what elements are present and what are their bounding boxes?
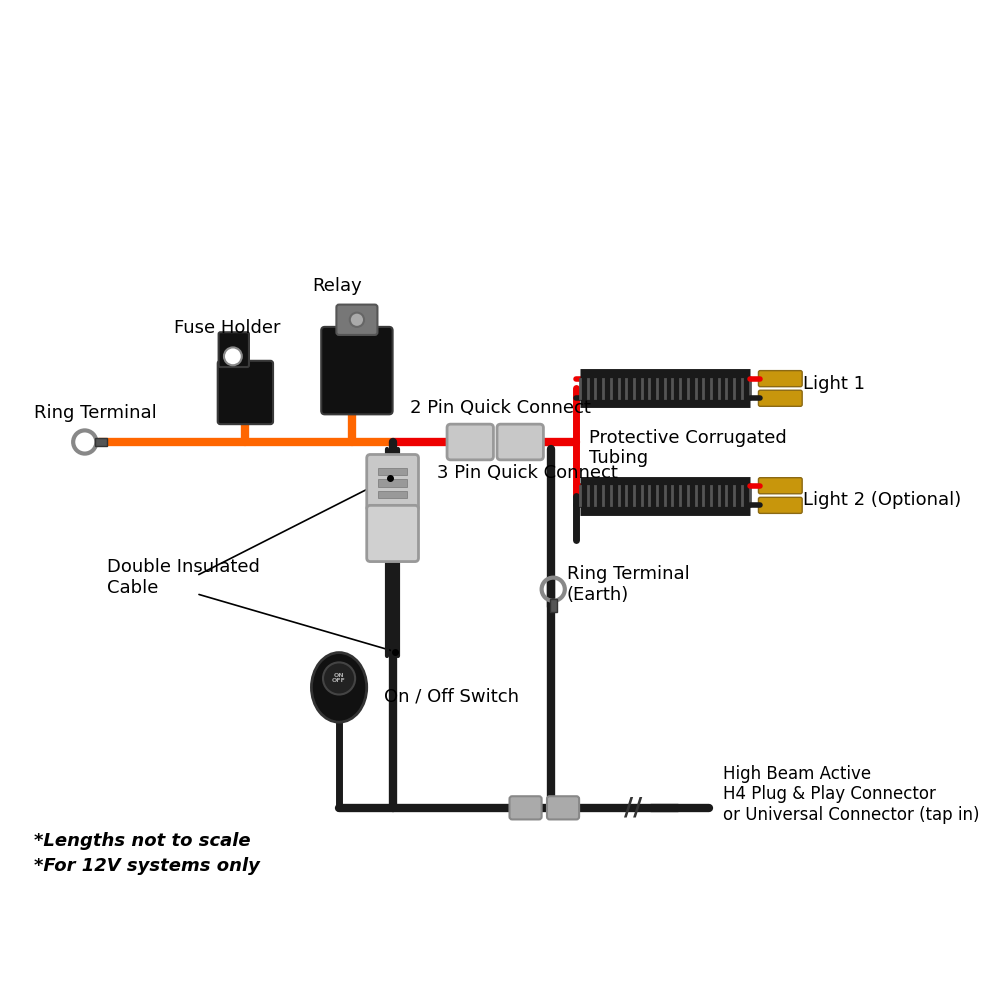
Text: Protective Corrugated
Tubing: Protective Corrugated Tubing	[589, 429, 787, 467]
FancyBboxPatch shape	[758, 478, 802, 494]
Ellipse shape	[311, 653, 367, 722]
FancyBboxPatch shape	[218, 361, 273, 424]
Circle shape	[323, 662, 355, 695]
Text: *For 12V systems only: *For 12V systems only	[34, 857, 260, 875]
FancyBboxPatch shape	[336, 305, 377, 335]
Text: Light 1: Light 1	[803, 375, 865, 393]
Text: 2 Pin Quick Connect: 2 Pin Quick Connect	[410, 399, 591, 417]
Text: Relay: Relay	[312, 277, 362, 295]
Circle shape	[224, 347, 242, 365]
FancyBboxPatch shape	[367, 505, 418, 562]
FancyBboxPatch shape	[758, 390, 802, 406]
Circle shape	[350, 313, 364, 327]
FancyBboxPatch shape	[510, 796, 542, 819]
Text: Ring Terminal
(Earth): Ring Terminal (Earth)	[567, 565, 689, 604]
Text: *Lengths not to scale: *Lengths not to scale	[34, 832, 251, 850]
Bar	[95, 438, 107, 446]
Text: Fuse Holder: Fuse Holder	[174, 319, 280, 337]
Text: ON
OFF: ON OFF	[332, 673, 346, 683]
Bar	[378, 468, 407, 475]
Text: Light 2 (Optional): Light 2 (Optional)	[803, 491, 961, 509]
FancyBboxPatch shape	[758, 371, 802, 387]
Text: 3 Pin Quick Connect: 3 Pin Quick Connect	[437, 464, 618, 482]
Text: On / Off Switch: On / Off Switch	[384, 687, 519, 705]
FancyBboxPatch shape	[219, 332, 249, 367]
FancyBboxPatch shape	[497, 424, 543, 460]
FancyBboxPatch shape	[547, 796, 579, 819]
Bar	[550, 599, 557, 612]
FancyBboxPatch shape	[367, 454, 418, 511]
FancyBboxPatch shape	[447, 424, 493, 460]
Text: Ring Terminal: Ring Terminal	[34, 404, 157, 422]
Bar	[378, 491, 407, 498]
FancyBboxPatch shape	[321, 327, 393, 414]
Text: High Beam Active
H4 Plug & Play Connector
or Universal Connector (tap in): High Beam Active H4 Plug & Play Connecto…	[723, 765, 979, 824]
Text: //: //	[624, 796, 643, 820]
Bar	[378, 479, 407, 487]
Text: Double Insulated
Cable: Double Insulated Cable	[107, 558, 260, 597]
FancyBboxPatch shape	[758, 497, 802, 513]
